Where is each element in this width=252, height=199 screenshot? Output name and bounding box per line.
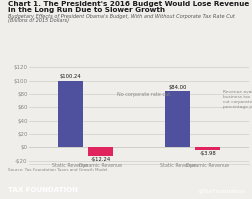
Text: $100.24: $100.24 bbox=[59, 74, 81, 79]
Text: Chart 1. The President's 2016 Budget Would Lose Revenue: Chart 1. The President's 2016 Budget Wou… bbox=[8, 1, 248, 7]
Text: -$12.24: -$12.24 bbox=[90, 157, 110, 162]
Bar bbox=[165, 91, 190, 147]
Text: Static Revenue: Static Revenue bbox=[159, 163, 195, 168]
Text: @TaxFoundation: @TaxFoundation bbox=[197, 188, 244, 193]
Text: TAX FOUNDATION: TAX FOUNDATION bbox=[8, 187, 77, 193]
Text: (Billions of 2015 Dollars): (Billions of 2015 Dollars) bbox=[8, 18, 69, 23]
Text: Static Revenue: Static Revenue bbox=[52, 163, 88, 168]
Text: in the Long Run Due to Slower Growth: in the Long Run Due to Slower Growth bbox=[8, 7, 164, 13]
Text: Revenue available for
business tax reform used to
cut corporate tax rate by 2
pe: Revenue available for business tax refor… bbox=[223, 90, 252, 109]
Text: -$3.98: -$3.98 bbox=[199, 151, 215, 156]
Text: Dynamic Revenue: Dynamic Revenue bbox=[186, 163, 229, 168]
Text: $84.00: $84.00 bbox=[168, 85, 186, 90]
Text: Source: Tax Foundation Taxes and Growth Model.: Source: Tax Foundation Taxes and Growth … bbox=[8, 168, 108, 172]
Text: Budgetary Effects of President Obama's Budget, With and Without Corporate Tax Ra: Budgetary Effects of President Obama's B… bbox=[8, 14, 234, 19]
Text: No corporate rate cut.: No corporate rate cut. bbox=[116, 92, 171, 97]
Text: Dynamic Revenue: Dynamic Revenue bbox=[79, 163, 121, 168]
Bar bbox=[58, 81, 83, 147]
Bar bbox=[195, 147, 219, 150]
Bar bbox=[87, 147, 112, 156]
